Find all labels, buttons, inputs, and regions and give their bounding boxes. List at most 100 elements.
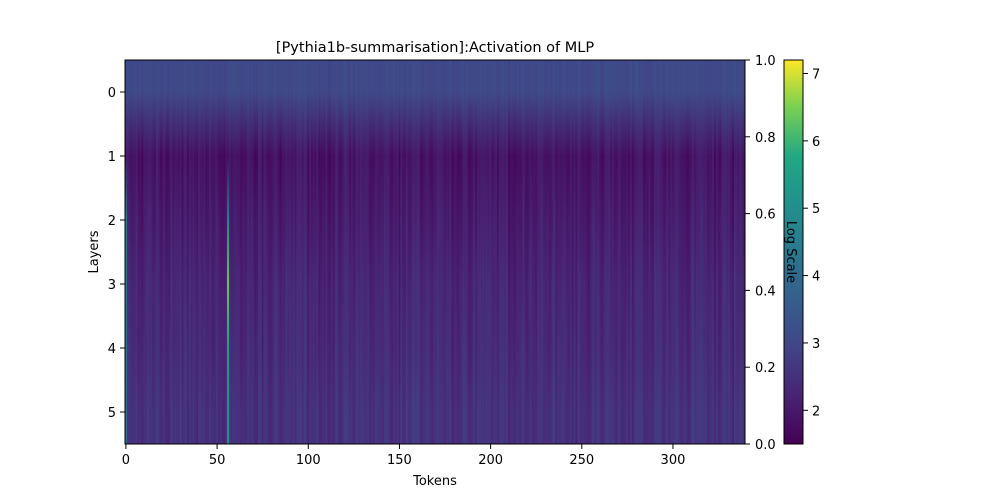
heatmap-column	[724, 60, 728, 444]
heatmap-column	[145, 60, 148, 444]
heatmap-column	[365, 60, 368, 444]
heatmap-column	[440, 60, 443, 444]
y-tick-label: 1	[108, 150, 116, 165]
heatmap-column	[520, 60, 523, 444]
heatmap-column	[152, 60, 155, 444]
colorbar-ticks: 2 3 4 5 6 7	[803, 67, 820, 419]
heatmap-column	[677, 60, 680, 444]
heatmap-column	[318, 60, 321, 444]
heatmap-column	[529, 60, 532, 444]
heatmap-column	[307, 60, 310, 444]
heatmap-column	[650, 60, 653, 444]
x-axis-label: Tokens	[412, 474, 457, 489]
heatmap-column	[161, 60, 164, 444]
heatmap-column	[199, 60, 202, 444]
heatmap-column	[312, 60, 315, 444]
heatmap-column	[176, 60, 179, 444]
heatmap-column	[414, 60, 418, 444]
heatmap-column	[281, 60, 284, 444]
heatmap-column	[732, 60, 735, 444]
heatmap-column	[704, 60, 708, 444]
heatmap-column	[741, 60, 744, 444]
heatmap-column	[165, 60, 168, 444]
heatmap-column	[515, 60, 518, 444]
heatmap-column	[225, 60, 228, 444]
heatmap-column	[294, 60, 297, 444]
heatmap-column	[517, 60, 520, 444]
heatmap-column	[216, 60, 219, 444]
heatmap-column	[137, 60, 140, 444]
y-axis-label: Layers	[87, 230, 102, 273]
heatmap-column	[469, 60, 472, 444]
heatmap-column	[411, 60, 414, 444]
heatmap-column	[739, 60, 742, 444]
heatmap-column	[292, 60, 295, 444]
heatmap-column	[573, 60, 576, 444]
heatmap-column	[617, 60, 620, 444]
heatmap-column	[132, 60, 135, 444]
heatmap-column	[332, 60, 336, 444]
y-axis-ticks: 0 1 2 3 4 5	[108, 86, 125, 421]
heatmap-column	[504, 60, 507, 444]
heatmap-column	[301, 60, 305, 444]
heatmap-column	[387, 60, 390, 444]
heatmap-column	[633, 60, 636, 444]
heatmap-column	[553, 60, 556, 444]
heatmap-column	[371, 60, 374, 444]
heatmap-column	[444, 60, 447, 444]
heatmap-column	[715, 60, 718, 444]
heatmap-column	[378, 60, 381, 444]
heatmap-column	[219, 60, 222, 444]
heatmap-column	[608, 60, 611, 444]
heatmap-column	[362, 60, 365, 444]
heatmap-column	[285, 60, 288, 444]
heatmap-column	[571, 60, 574, 444]
heatmap-column	[351, 60, 354, 444]
heatmap-column	[497, 60, 500, 444]
heatmap-column	[611, 60, 615, 444]
heatmap-column	[234, 60, 237, 444]
heatmap-column	[438, 60, 441, 444]
heatmap-column	[466, 60, 469, 444]
colorbar-tick-label: 6	[812, 135, 820, 150]
heatmap-column	[721, 60, 724, 444]
heatmap-column	[252, 60, 255, 444]
y-tick-label: 4	[108, 342, 116, 357]
heatmap-column	[708, 60, 711, 444]
heatmap-column	[360, 60, 363, 444]
heatmap-column	[464, 60, 467, 444]
heatmap-column	[544, 60, 547, 444]
heatmap-column	[662, 60, 666, 444]
heatmap-column	[141, 60, 144, 444]
heatmap-column	[613, 60, 616, 444]
heatmap-column	[580, 60, 584, 444]
heatmap-column	[564, 60, 567, 444]
heatmap-column	[566, 60, 569, 444]
heatmap-column	[382, 60, 385, 444]
heatmap-column	[420, 60, 423, 444]
colorbar-tick-label: 2	[812, 404, 820, 419]
heatmap-column	[354, 60, 357, 444]
heatmap-column	[491, 60, 494, 444]
heatmap-column	[249, 60, 252, 444]
colorbar-tick-label: 7	[812, 67, 820, 82]
heatmap-column	[484, 60, 487, 444]
heatmap-column	[688, 60, 691, 444]
heatmap-column	[336, 60, 339, 444]
heatmap-column	[433, 60, 436, 444]
heatmap-column	[197, 60, 201, 444]
heatmap-column	[311, 60, 314, 444]
heatmap-column	[728, 60, 731, 444]
heatmap-column	[265, 60, 268, 444]
heatmap-column	[143, 60, 146, 444]
heatmap-column	[652, 60, 655, 444]
heatmap-column	[460, 60, 463, 444]
heatmap-column	[509, 60, 512, 444]
heatmap-column	[398, 60, 401, 444]
heatmap-column	[413, 60, 416, 444]
heatmap-column	[590, 60, 593, 444]
heatmap-column	[591, 60, 594, 444]
heatmap-column	[157, 60, 160, 444]
chart-title: [Pythia1b-summarisation]:Activation of M…	[276, 40, 594, 56]
